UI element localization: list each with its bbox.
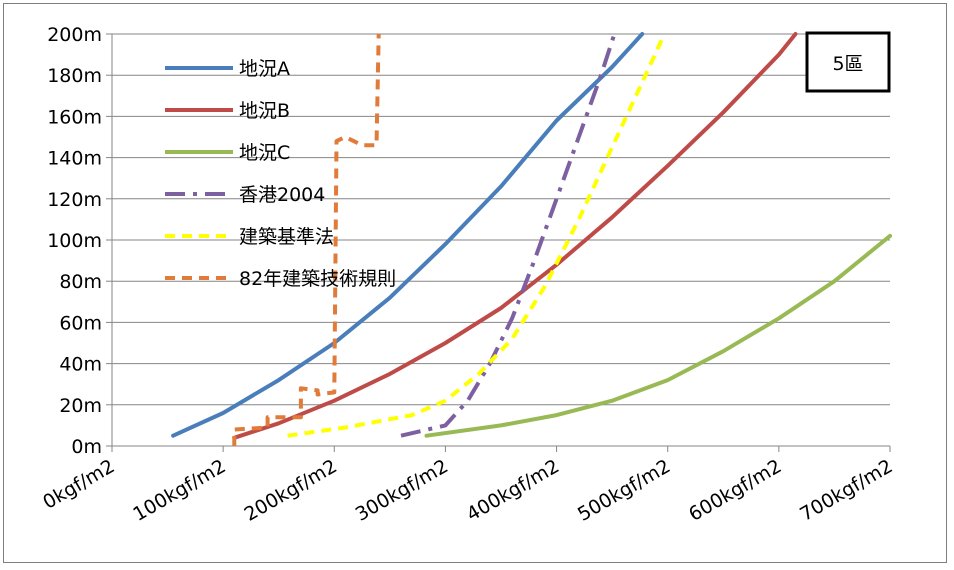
y-tick-label: 200m	[47, 24, 102, 46]
y-tick-label: 120m	[47, 189, 102, 211]
legend-label: 建築基準法	[239, 226, 334, 248]
series-2-line	[232, 32, 798, 440]
x-tick-label: 700kgf/m2	[796, 455, 896, 526]
series-1-line	[171, 32, 645, 438]
y-tick-label: 40m	[59, 354, 102, 376]
y-tick-label: 140m	[47, 148, 102, 170]
series-5-line	[287, 33, 667, 438]
y-tick-label: 60m	[59, 312, 102, 334]
y-tick-label: 0m	[71, 436, 102, 458]
series-4-line	[400, 33, 617, 438]
legend-label: 地況A	[239, 58, 290, 80]
zone-badge-box	[805, 31, 891, 93]
zone-badge-label: 5區	[832, 53, 863, 75]
gridlines	[106, 33, 891, 452]
y-tick-label: 80m	[59, 271, 102, 293]
series-3-line	[424, 233, 892, 438]
x-tick-label: 600kgf/m2	[685, 455, 785, 526]
legend: 地況A 地況B 地況C 香港2004 建築基準法 82年建築技術規則	[165, 58, 396, 290]
y-axis-ticks: 0m 20m 40m 60m 80m 100m 120m 140m 160m 180m 200m	[47, 24, 102, 458]
chart-frame	[3, 3, 947, 563]
y-tick-label: 160m	[47, 106, 102, 128]
y-tick-label: 20m	[59, 395, 102, 417]
x-tick-label: 100kgf/m2	[129, 455, 229, 526]
x-tick-label: 300kgf/m2	[352, 455, 452, 526]
x-tick-label: 200kgf/m2	[241, 455, 341, 526]
legend-label: 82年建築技術規則	[239, 268, 396, 290]
y-tick-label: 180m	[47, 65, 102, 87]
x-axis-ticks: 0kgf/m2 100kgf/m2 200kgf/m2 300kgf/m2 400kgf…	[39, 455, 896, 526]
legend-label: 地況B	[239, 100, 290, 122]
legend-label: 地況C	[239, 142, 290, 164]
legend-label: 香港2004	[239, 184, 325, 206]
series-6-line	[232, 33, 381, 446]
y-tick-label: 100m	[47, 230, 102, 252]
x-tick-label: 0kgf/m2	[39, 455, 118, 513]
series-layer	[171, 32, 892, 446]
x-tick-label: 500kgf/m2	[574, 455, 674, 526]
zone-badge: 5區	[805, 31, 891, 93]
x-tick-label: 400kgf/m2	[463, 455, 563, 526]
